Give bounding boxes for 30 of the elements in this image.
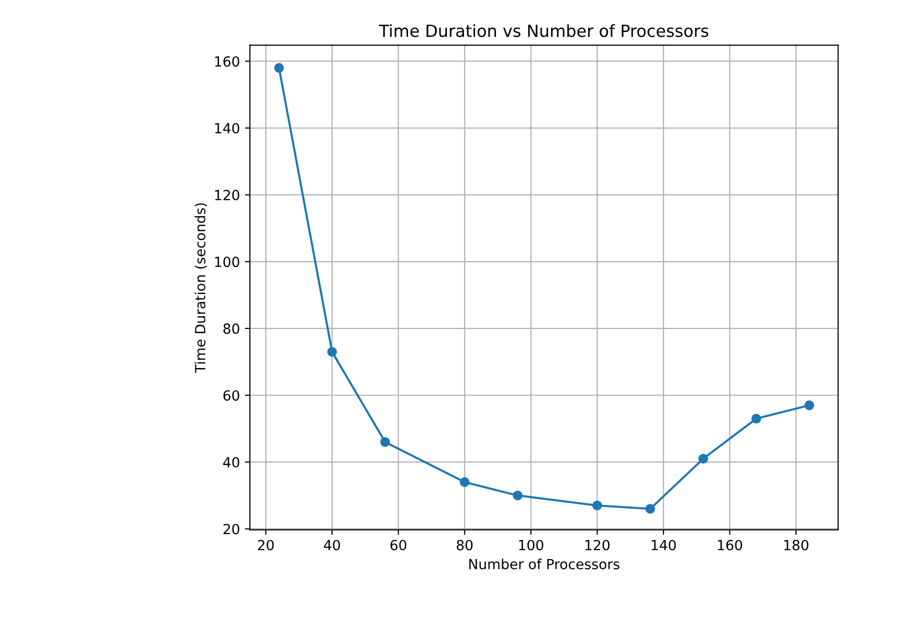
point <box>645 504 656 514</box>
x-tick-label: 160 <box>718 540 742 550</box>
x-tick-label: 20 <box>258 540 274 550</box>
x-tick-label: 140 <box>652 540 676 550</box>
x-tick-label: 60 <box>390 540 406 550</box>
y-tick-label: 140 <box>215 122 240 134</box>
y-tick-label: 60 <box>223 390 240 401</box>
y-axis-title: Time Duration (seconds) <box>194 203 208 373</box>
x-tick-label: 120 <box>585 540 610 550</box>
point <box>380 437 390 447</box>
point <box>804 400 814 410</box>
point <box>274 63 284 73</box>
point <box>698 454 708 464</box>
y-tick-label: 100 <box>215 256 240 268</box>
x-tick-label: 100 <box>519 540 544 550</box>
point <box>460 477 470 487</box>
x-axis-title: Number of Processors <box>469 558 620 570</box>
y-tick-label: 40 <box>223 457 240 468</box>
y-tick-label: 160 <box>215 56 240 67</box>
chart-title: Time Duration vs Number of Processors <box>378 24 708 38</box>
point <box>592 500 602 510</box>
y-tick-label: 120 <box>215 190 240 200</box>
y-tick-label: 80 <box>223 323 240 334</box>
x-tick-label: 180 <box>784 540 808 550</box>
x-tick-label: 80 <box>456 540 473 550</box>
point <box>327 346 337 357</box>
point <box>751 414 762 424</box>
y-tick-label: 20 <box>224 524 240 534</box>
point <box>512 490 523 500</box>
x-tick-label: 40 <box>324 540 340 550</box>
